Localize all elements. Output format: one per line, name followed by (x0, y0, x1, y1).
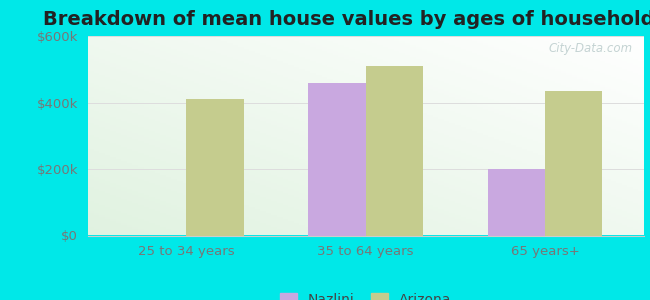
Legend: Nazlini, Arizona: Nazlini, Arizona (274, 287, 457, 300)
Bar (366, 66, 423, 236)
Bar (187, 99, 244, 236)
Bar (308, 82, 366, 236)
Bar (545, 91, 603, 236)
Title: Breakdown of mean house values by ages of householders: Breakdown of mean house values by ages o… (43, 10, 650, 29)
Text: City-Data.com: City-Data.com (548, 42, 632, 55)
Bar (488, 169, 545, 236)
